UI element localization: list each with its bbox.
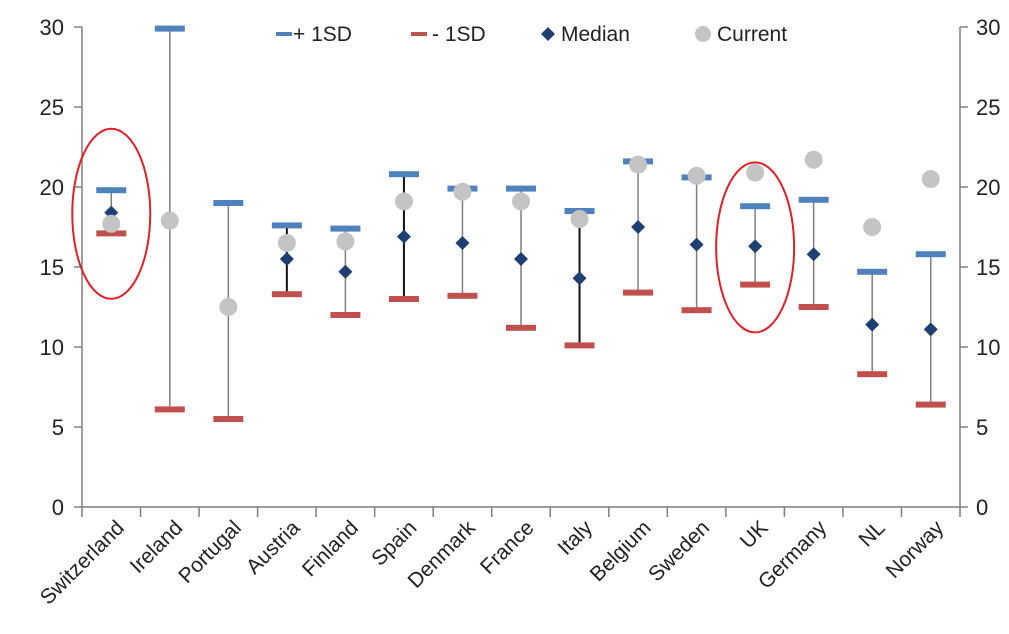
y-tick-label-right: 0 xyxy=(976,495,988,520)
y-tick-label-right: 15 xyxy=(976,255,1000,280)
minus-sd-marker xyxy=(740,281,771,288)
plus-sd-marker xyxy=(330,225,361,232)
x-tick-label: Spain xyxy=(367,516,421,570)
x-tick-label: UK xyxy=(736,516,773,553)
minus-sd-marker xyxy=(798,304,829,310)
median-marker xyxy=(748,239,763,254)
highlight-ellipses xyxy=(71,127,796,334)
legend-plus-sd-label: + 1SD xyxy=(293,23,352,46)
median-marker xyxy=(455,236,470,250)
y-tick-label-left: 5 xyxy=(52,415,64,440)
plus-sd-marker xyxy=(506,185,536,192)
minus-sd-marker xyxy=(857,371,888,378)
legend-median-label: Median xyxy=(561,23,630,46)
minus-sd-marker xyxy=(564,342,595,349)
current-marker xyxy=(277,234,296,252)
x-tick-label: Switzerland xyxy=(36,516,129,609)
y-tick-label-left: 15 xyxy=(40,255,64,280)
x-tick-label: Austria xyxy=(242,516,305,579)
minus-sd-marker xyxy=(154,406,185,413)
y-tick-label-left: 0 xyxy=(52,495,64,520)
y-tick-label-left: 25 xyxy=(40,95,64,120)
minus-sd-marker xyxy=(213,416,244,422)
current-marker xyxy=(570,210,589,228)
median-marker xyxy=(923,322,938,337)
current-marker xyxy=(336,232,355,251)
plus-sd-marker xyxy=(915,251,946,258)
minus-sd-marker xyxy=(330,312,361,318)
minus-sd-marker xyxy=(681,307,712,314)
x-tick-label: Belgium xyxy=(586,516,656,586)
median-marker xyxy=(338,264,353,279)
current-marker xyxy=(629,155,648,174)
median-marker xyxy=(631,220,646,234)
y-tick-label-right: 10 xyxy=(976,335,1000,360)
minus-sd-marker xyxy=(623,289,654,296)
plus-sd-marker xyxy=(271,222,302,229)
y-tick-label-right: 20 xyxy=(976,175,1000,200)
current-marker xyxy=(394,192,413,211)
minus-sd-marker xyxy=(915,401,946,408)
plus-sd-marker xyxy=(154,25,185,32)
highlight-ellipse-switzerland xyxy=(71,127,152,300)
median-marker xyxy=(689,237,704,252)
y-tick-label-right: 25 xyxy=(976,95,1000,120)
plus-sd-marker xyxy=(798,196,829,203)
data-marks xyxy=(96,25,946,422)
current-marker xyxy=(160,211,179,230)
legend-current-marker xyxy=(695,26,711,42)
minus-sd-marker xyxy=(388,296,419,302)
x-tick-label: Portugal xyxy=(174,516,246,588)
current-marker xyxy=(512,192,530,211)
x-tick-label: France xyxy=(476,516,538,578)
current-marker xyxy=(746,163,765,182)
median-marker xyxy=(572,271,587,286)
plus-sd-marker xyxy=(857,268,888,275)
y-axis-left: 0 5 10 15 20 25 30 xyxy=(40,15,82,520)
current-marker xyxy=(453,182,472,201)
highlight-ellipse-uk xyxy=(715,161,796,334)
y-tick-label-left: 20 xyxy=(40,175,64,200)
median-marker xyxy=(806,247,821,262)
x-tick-label: Sweden xyxy=(644,516,714,586)
current-marker xyxy=(804,150,823,169)
y-tick-label-right: 30 xyxy=(976,15,1000,40)
y-axis-right: 0 5 10 15 20 25 30 xyxy=(960,15,1000,520)
legend-minus-sd-label: - 1SD xyxy=(432,23,486,46)
sd-range-lines xyxy=(110,28,932,419)
plus-sd-marker xyxy=(740,203,771,210)
plus-sd-marker xyxy=(388,171,419,178)
legend-median-marker xyxy=(541,27,555,41)
minus-sd-marker xyxy=(447,292,478,299)
x-tick-label: Finland xyxy=(298,516,363,581)
legend-current-label: Current xyxy=(717,23,787,46)
legend: + 1SD - 1SD Median Current xyxy=(276,23,787,46)
minus-sd-marker xyxy=(506,324,536,331)
current-marker xyxy=(687,166,706,185)
plus-sd-marker xyxy=(213,200,244,206)
minus-sd-marker xyxy=(96,230,127,237)
median-marker xyxy=(865,317,880,332)
median-marker xyxy=(279,252,294,266)
plus-sd-marker xyxy=(96,187,127,194)
x-tick-label: Norway xyxy=(882,516,949,583)
current-marker xyxy=(219,298,238,316)
x-tick-label: NL xyxy=(854,516,889,551)
minus-sd-marker xyxy=(271,291,302,298)
median-marker xyxy=(514,252,528,266)
median-marker xyxy=(396,229,411,244)
x-tick-label: Italy xyxy=(554,516,598,560)
x-axis: SwitzerlandIrelandPortugalAustriaFinland… xyxy=(36,507,961,609)
y-tick-label-right: 5 xyxy=(976,415,988,440)
current-marker xyxy=(921,170,940,188)
y-tick-label-left: 10 xyxy=(40,335,64,360)
y-tick-label-left: 30 xyxy=(40,15,64,40)
current-marker xyxy=(863,218,882,236)
current-marker xyxy=(102,214,121,233)
